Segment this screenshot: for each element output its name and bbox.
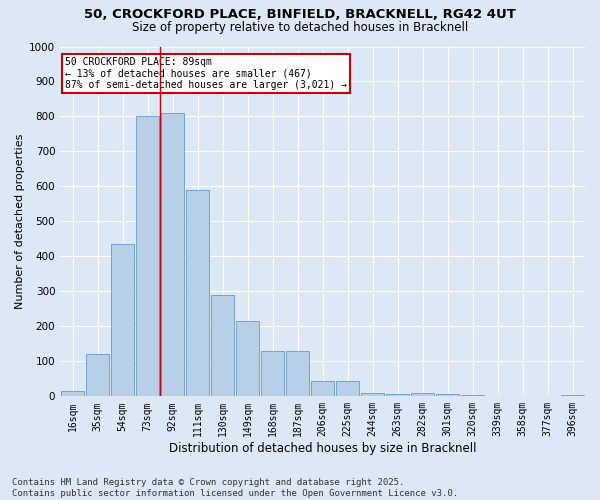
Bar <box>286 351 309 397</box>
Text: 50 CROCKFORD PLACE: 89sqm
← 13% of detached houses are smaller (467)
87% of semi: 50 CROCKFORD PLACE: 89sqm ← 13% of detac… <box>65 57 347 90</box>
Bar <box>211 295 234 396</box>
Y-axis label: Number of detached properties: Number of detached properties <box>15 134 25 309</box>
Bar <box>161 113 184 397</box>
Bar <box>412 393 434 396</box>
Bar <box>311 380 334 396</box>
Text: Contains HM Land Registry data © Crown copyright and database right 2025.
Contai: Contains HM Land Registry data © Crown c… <box>12 478 458 498</box>
Bar <box>561 394 584 396</box>
Bar <box>112 244 134 396</box>
Bar <box>61 391 84 396</box>
X-axis label: Distribution of detached houses by size in Bracknell: Distribution of detached houses by size … <box>169 442 476 455</box>
Bar <box>86 354 109 397</box>
Bar <box>262 351 284 397</box>
Bar <box>187 190 209 396</box>
Bar <box>337 380 359 396</box>
Bar <box>136 116 159 396</box>
Bar <box>361 393 384 396</box>
Bar <box>236 321 259 396</box>
Text: 50, CROCKFORD PLACE, BINFIELD, BRACKNELL, RG42 4UT: 50, CROCKFORD PLACE, BINFIELD, BRACKNELL… <box>84 8 516 20</box>
Text: Size of property relative to detached houses in Bracknell: Size of property relative to detached ho… <box>132 21 468 34</box>
Bar <box>386 394 409 396</box>
Bar <box>436 394 459 396</box>
